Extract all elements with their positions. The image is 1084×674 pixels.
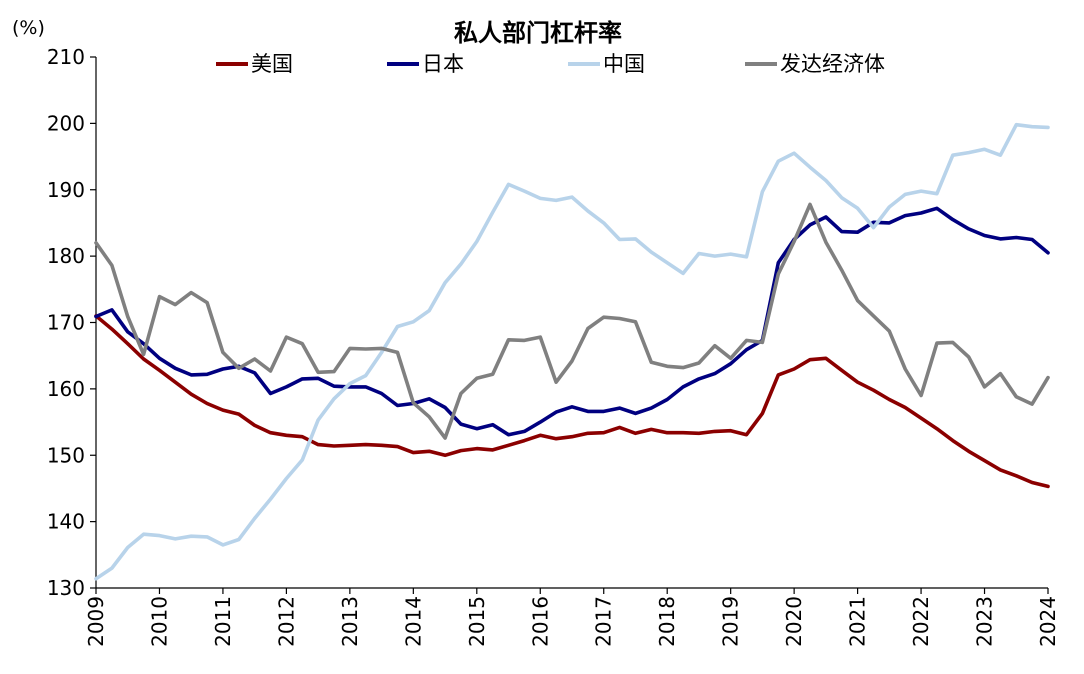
legend-label: 发达经济体 (780, 52, 885, 76)
y-tick-label: 180 (47, 244, 85, 268)
x-tick-label: 2017 (592, 596, 616, 647)
y-tick-label: 200 (47, 111, 85, 135)
x-tick-label: 2024 (1036, 596, 1060, 647)
x-tick-label: 2013 (338, 596, 362, 647)
x-tick-label: 2018 (655, 596, 679, 647)
x-tick-label: 2016 (528, 596, 552, 647)
x-tick-label: 2014 (401, 596, 425, 647)
x-tick-label: 2009 (84, 596, 108, 647)
legend-label: 中国 (603, 52, 645, 76)
x-tick-label: 2020 (782, 596, 806, 647)
x-tick-label: 2011 (211, 596, 235, 647)
x-tick-label: 2022 (909, 596, 933, 647)
series-line-2 (94, 122, 1050, 581)
x-tick-label: 2015 (465, 596, 489, 647)
legend-label: 美国 (251, 52, 293, 76)
y-tick-label: 150 (47, 443, 85, 467)
y-tick-label: 160 (47, 377, 85, 401)
series-line-1 (94, 206, 1050, 437)
x-tick-label: 2021 (846, 596, 870, 647)
legend: 美国 日本 中国 发达经济体 (216, 52, 885, 76)
x-tick-label: 2012 (274, 596, 298, 647)
y-axis: 130 140 150 160 170 180 190 200 210 (47, 45, 97, 600)
y-axis-unit-label: (%) (12, 17, 45, 39)
y-tick-label: 190 (47, 178, 85, 202)
chart-title: 私人部门杠杆率 (454, 19, 622, 47)
x-axis: 2009 2010 2011 2012 2013 2014 2015 2016 2017 2018… (84, 587, 1060, 647)
series-line-3 (94, 202, 1050, 440)
x-tick-label: 2010 (147, 596, 171, 647)
y-tick-label: 170 (47, 311, 85, 335)
x-tick-label: 2023 (973, 596, 997, 647)
y-tick-label: 140 (47, 510, 85, 534)
x-tick-label: 2019 (719, 596, 743, 647)
y-tick-label: 130 (47, 576, 85, 600)
series-line-0 (94, 314, 1050, 489)
series-layer (94, 122, 1050, 581)
y-tick-label: 210 (47, 45, 85, 69)
legend-label: 日本 (422, 52, 464, 76)
